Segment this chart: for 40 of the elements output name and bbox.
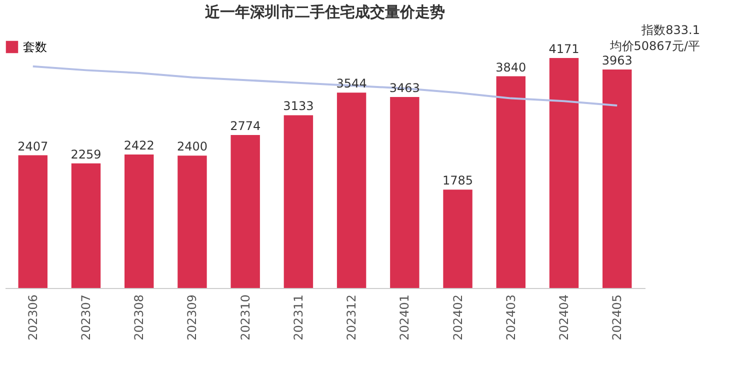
bar: [443, 190, 472, 288]
text: 指数833.1: [640, 23, 700, 37]
bar: [284, 115, 314, 288]
data-label: 2422: [124, 138, 154, 152]
x-tick-label: 202309: [185, 294, 200, 340]
bar: [178, 156, 207, 288]
x-tick-label: 202403: [504, 294, 518, 340]
data-label: 2774: [230, 119, 261, 134]
x-tick-label: 202401: [398, 294, 412, 340]
text: 均价50867元/平: [608, 39, 700, 53]
bar: [390, 97, 420, 288]
x-tick-label: 202308: [132, 294, 146, 340]
bar: [71, 163, 101, 288]
x-tick-label: 202307: [78, 294, 93, 340]
x-tick-label: 202306: [26, 294, 40, 340]
bar: [336, 92, 366, 288]
data-label: 3133: [283, 99, 314, 114]
bar: [18, 155, 48, 288]
data-label: 4171: [548, 42, 580, 56]
data-label: 3840: [496, 60, 526, 74]
data-label: 2400: [176, 140, 208, 154]
bar: [124, 154, 154, 288]
data-label: 3544: [336, 76, 367, 91]
bar: [602, 69, 632, 288]
x-tick-label: 202405: [610, 294, 624, 340]
bar: [496, 76, 526, 288]
data-label: 2407: [18, 139, 48, 154]
data-label: 2259: [70, 147, 102, 162]
x-tick-label: 202312: [344, 294, 359, 340]
x-tick-label: 202402: [450, 294, 465, 340]
bar: [549, 58, 579, 288]
data-label: 1785: [442, 174, 474, 188]
data-label: 3963: [602, 53, 632, 68]
bar: [230, 135, 260, 288]
data-label: 3463: [389, 81, 420, 96]
x-tick-label: 202311: [291, 294, 306, 340]
x-tick-label: 202404: [557, 294, 572, 340]
chart-title: 近一年深圳市二手住宅成交量价走势: [204, 3, 445, 21]
x-tick-label: 202310: [238, 294, 252, 340]
legend-label: 套数: [23, 40, 47, 54]
